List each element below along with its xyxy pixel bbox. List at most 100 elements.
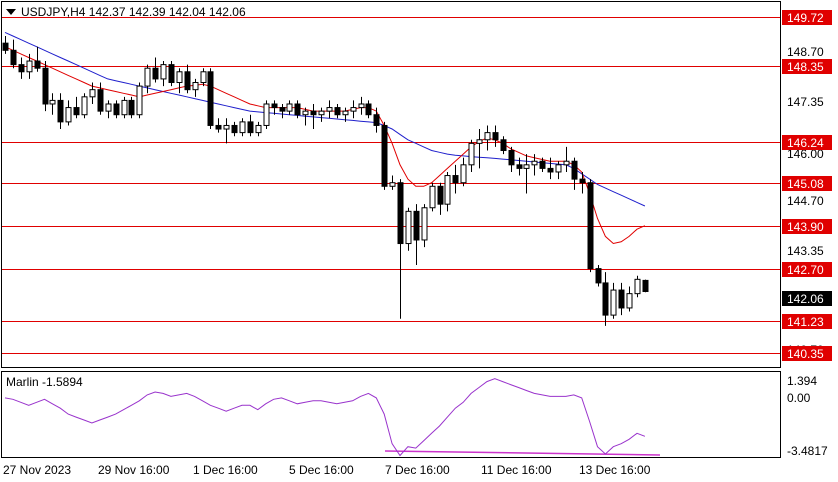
candle bbox=[271, 100, 278, 115]
candle-body bbox=[326, 107, 333, 112]
candlestick-series bbox=[2, 35, 649, 326]
candle bbox=[460, 157, 467, 187]
candle bbox=[184, 64, 191, 94]
candle bbox=[531, 154, 538, 176]
candle-body bbox=[610, 289, 617, 316]
candle-body bbox=[500, 139, 507, 152]
candle bbox=[602, 272, 609, 326]
candle-body bbox=[373, 114, 380, 126]
candle bbox=[421, 204, 428, 248]
candle-body bbox=[547, 167, 554, 173]
candle-body bbox=[200, 71, 207, 84]
candle bbox=[523, 154, 530, 194]
candle-body bbox=[516, 164, 523, 169]
candle-body bbox=[302, 110, 309, 116]
candle-body bbox=[358, 103, 365, 109]
level-price-tags: 149.72 148.35 146.24 145.08 143.90 142.70 141.… bbox=[782, 10, 832, 361]
candle-body bbox=[144, 67, 151, 87]
candle bbox=[365, 100, 372, 119]
candle bbox=[342, 107, 349, 122]
candle bbox=[57, 93, 64, 130]
candle-body bbox=[81, 96, 88, 116]
candle bbox=[81, 93, 88, 119]
candle-body bbox=[626, 293, 633, 309]
candle bbox=[508, 146, 515, 172]
candle bbox=[618, 282, 625, 316]
candle-body bbox=[231, 124, 238, 134]
candle bbox=[215, 118, 222, 133]
candle-body bbox=[34, 60, 41, 69]
candle-body bbox=[49, 99, 56, 105]
time-tick-label: 13 Dec 16:00 bbox=[579, 463, 651, 477]
candle-body bbox=[279, 107, 286, 112]
candle-body bbox=[26, 60, 33, 73]
candle-body bbox=[508, 150, 515, 166]
candle-body bbox=[10, 49, 17, 66]
candle-body bbox=[397, 182, 404, 245]
candle-body bbox=[421, 207, 428, 241]
candle bbox=[579, 171, 586, 194]
candle bbox=[26, 53, 33, 79]
time-tick-label: 7 Dec 16:00 bbox=[385, 463, 450, 477]
candle-body bbox=[42, 67, 49, 105]
candle bbox=[97, 82, 104, 115]
candle bbox=[634, 275, 641, 298]
candle bbox=[373, 107, 380, 133]
candle-body bbox=[468, 142, 475, 166]
candle bbox=[539, 157, 546, 172]
level-tag-text: 146.24 bbox=[787, 136, 824, 150]
candle bbox=[176, 68, 183, 94]
candle-body bbox=[523, 164, 530, 169]
candle bbox=[405, 207, 412, 251]
candle-body bbox=[539, 160, 546, 169]
candle-body bbox=[452, 175, 459, 184]
candle bbox=[318, 107, 325, 122]
candle-body bbox=[318, 110, 325, 116]
candle-body bbox=[618, 289, 625, 309]
candle bbox=[381, 121, 388, 190]
indicator-axis: 1.394 0.00 -3.4817 bbox=[787, 374, 828, 458]
divergence-line bbox=[384, 450, 661, 456]
price-tick-label: 147.35 bbox=[787, 95, 824, 109]
candle bbox=[571, 157, 578, 190]
candle bbox=[231, 121, 238, 137]
candle-body bbox=[492, 132, 499, 141]
candle-body bbox=[215, 124, 222, 130]
candle bbox=[397, 179, 404, 319]
level-tag-background bbox=[782, 135, 832, 150]
candle bbox=[302, 107, 309, 126]
candle bbox=[160, 61, 167, 87]
level-tag-background bbox=[782, 346, 832, 361]
candle bbox=[18, 57, 25, 79]
candle-body bbox=[105, 103, 112, 112]
candle bbox=[334, 103, 341, 119]
symbol-header: USDJPY,H4 142.37 142.39 142.04 142.06 bbox=[6, 5, 246, 19]
candle-body bbox=[113, 103, 120, 116]
level-tag-text: 145.08 bbox=[787, 177, 824, 191]
candle bbox=[89, 82, 96, 104]
collapse-triangle-icon[interactable] bbox=[6, 9, 16, 15]
candle bbox=[10, 39, 17, 69]
candle bbox=[326, 100, 333, 119]
candle bbox=[358, 96, 365, 115]
candle bbox=[128, 96, 135, 119]
candle bbox=[207, 68, 214, 130]
candle bbox=[587, 179, 594, 273]
candle bbox=[239, 118, 246, 137]
candle bbox=[610, 282, 617, 319]
candle bbox=[34, 46, 41, 72]
current-price-tag: 142.06 bbox=[782, 291, 832, 306]
candle bbox=[65, 100, 72, 126]
level-tag-text: 140.35 bbox=[787, 347, 824, 361]
candle-body bbox=[571, 160, 578, 180]
slow-moving-average-line bbox=[4, 31, 646, 207]
candle-body bbox=[255, 124, 262, 134]
candle-body bbox=[595, 268, 602, 284]
candle bbox=[192, 78, 199, 97]
indicator-tick-label: -3.4817 bbox=[787, 444, 828, 458]
candle-body bbox=[310, 110, 317, 116]
candle-body bbox=[587, 182, 594, 270]
candle-body bbox=[121, 99, 128, 116]
candle-body bbox=[444, 175, 451, 205]
candle-body bbox=[207, 71, 214, 126]
